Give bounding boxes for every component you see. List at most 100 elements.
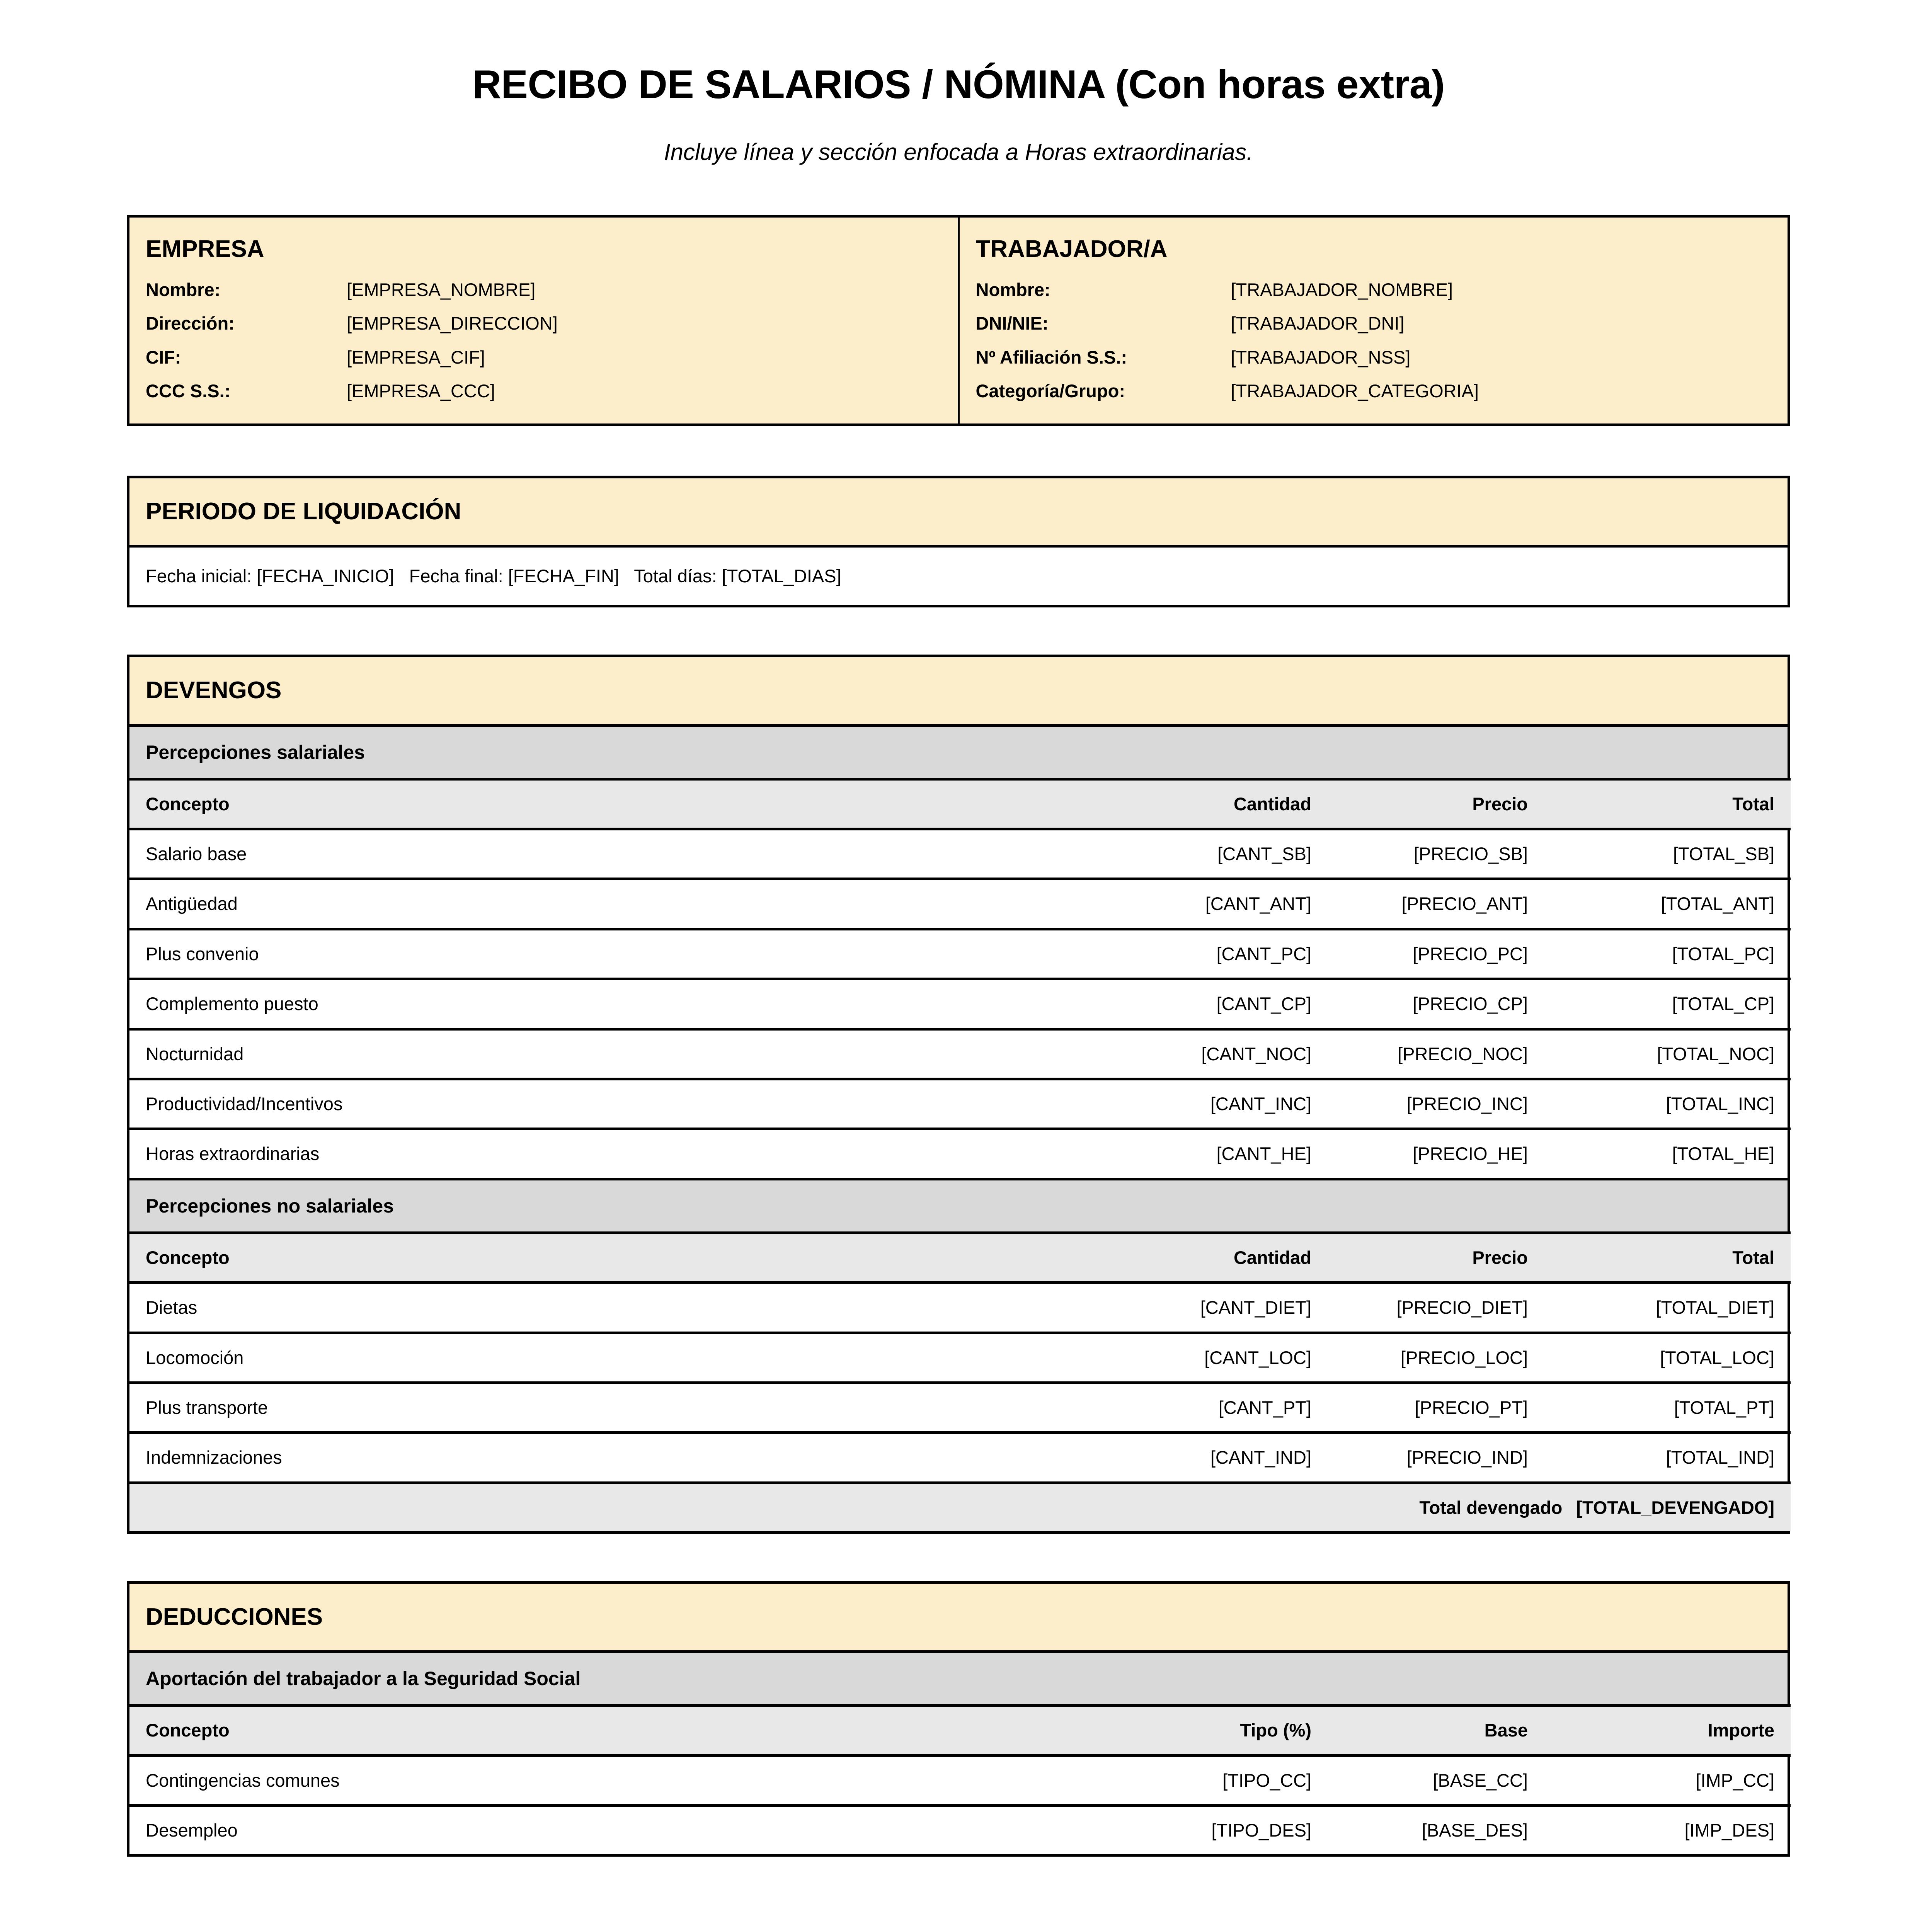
percepciones-salariales-table: Concepto Cantidad Precio Total Salario b… xyxy=(129,777,1791,1178)
row-importe: [IMP_CC] xyxy=(1544,1754,1791,1806)
row-concepto: Dietas xyxy=(129,1281,1119,1333)
trabajador-field-nombre: Nombre: [TRABAJADOR_NOMBRE] xyxy=(976,279,1772,301)
row-total: [TOTAL_HE] xyxy=(1544,1128,1791,1178)
row-base: [BASE_DES] xyxy=(1328,1804,1544,1854)
trabajador-field-categoria-label: Categoría/Grupo: xyxy=(976,381,1125,401)
table-header-row: Concepto Cantidad Precio Total xyxy=(129,777,1791,829)
row-concepto: Indemnizaciones xyxy=(129,1431,1119,1483)
trabajador-field-nombre-value: [TRABAJADOR_NOMBRE] xyxy=(1231,279,1453,300)
page-subtitle: Incluye línea y sección enfocada a Horas… xyxy=(664,139,1253,165)
row-cantidad: [CANT_ANT] xyxy=(1119,878,1328,929)
periodo-dates-line: Fecha inicial: [FECHA_INICIO] Fecha fina… xyxy=(146,566,841,587)
percepciones-no-salariales-subheading: Percepciones no salariales xyxy=(129,1177,1788,1231)
row-precio: [PRECIO_DIET] xyxy=(1328,1281,1544,1333)
column-header-cantidad: Cantidad xyxy=(1119,777,1328,829)
row-concepto: Horas extraordinarias xyxy=(129,1128,1119,1178)
empresa-field-direccion-value: [EMPRESA_DIRECCION] xyxy=(347,313,558,334)
deducciones-section: DEDUCCIONES Aportación del trabajador a … xyxy=(127,1581,1791,1857)
table-row: Dietas [CANT_DIET] [PRECIO_DIET] [TOTAL_… xyxy=(129,1281,1791,1333)
table-row: Antigüedad [CANT_ANT] [PRECIO_ANT] [TOTA… xyxy=(129,878,1791,929)
row-total: [TOTAL_PC] xyxy=(1544,927,1791,979)
trabajador-field-nss-value: [TRABAJADOR_NSS] xyxy=(1231,347,1411,367)
table-header-row: Concepto Tipo (%) Base Importe xyxy=(129,1704,1791,1756)
empresa-field-ccc-value: [EMPRESA_CCC] xyxy=(347,381,495,401)
trabajador-panel: TRABAJADOR/A Nombre: [TRABAJADOR_NOMBRE]… xyxy=(960,218,1788,423)
row-tipo: [TIPO_DES] xyxy=(1119,1804,1328,1854)
devengos-section: DEVENGOS Percepciones salariales Concept… xyxy=(127,655,1791,1534)
row-total: [TOTAL_DIET] xyxy=(1544,1281,1791,1333)
row-total: [TOTAL_ANT] xyxy=(1544,878,1791,929)
row-precio: [PRECIO_PT] xyxy=(1328,1381,1544,1433)
table-row: Desempleo [TIPO_DES] [BASE_DES] [IMP_DES… xyxy=(129,1804,1791,1854)
row-cantidad: [CANT_INC] xyxy=(1119,1077,1328,1129)
trabajador-field-dni-value: [TRABAJADOR_DNI] xyxy=(1231,313,1405,334)
periodo-heading: PERIODO DE LIQUIDACIÓN xyxy=(129,478,1788,545)
column-header-cantidad: Cantidad xyxy=(1119,1231,1328,1283)
row-precio: [PRECIO_IND] xyxy=(1328,1431,1544,1483)
row-total: [TOTAL_SB] xyxy=(1544,827,1791,879)
table-row: Indemnizaciones [CANT_IND] [PRECIO_IND] … xyxy=(129,1431,1791,1483)
total-devengado-row: Total devengado [TOTAL_DEVENGADO] xyxy=(129,1481,1791,1532)
column-header-base: Base xyxy=(1328,1704,1544,1756)
table-row: Productividad/Incentivos [CANT_INC] [PRE… xyxy=(129,1077,1791,1129)
identity-section: EMPRESA Nombre: [EMPRESA_NOMBRE] Direcci… xyxy=(127,214,1790,426)
column-header-concepto: Concepto xyxy=(129,1231,1119,1283)
row-concepto: Salario base xyxy=(129,827,1119,879)
page-title: RECIBO DE SALARIOS / NÓMINA (Con horas e… xyxy=(472,62,1445,107)
column-header-precio: Precio xyxy=(1328,1231,1544,1283)
row-precio: [PRECIO_PC] xyxy=(1328,927,1544,979)
total-devengado-label: Total devengado xyxy=(1419,1497,1563,1518)
table-header-row: Concepto Cantidad Precio Total xyxy=(129,1231,1791,1283)
column-header-total: Total xyxy=(1544,777,1791,829)
empresa-field-ccc-label: CCC S.S.: xyxy=(146,381,231,401)
trabajador-field-nss: Nº Afiliación S.S.: [TRABAJADOR_NSS] xyxy=(976,347,1772,368)
row-total: [TOTAL_NOC] xyxy=(1544,1027,1791,1079)
row-cantidad: [CANT_PT] xyxy=(1119,1381,1328,1433)
row-total: [TOTAL_INC] xyxy=(1544,1077,1791,1129)
table-row: Locomoción [CANT_LOC] [PRECIO_LOC] [TOTA… xyxy=(129,1331,1791,1383)
empresa-field-cif: CIF: [EMPRESA_CIF] xyxy=(146,347,941,368)
row-total: [TOTAL_IND] xyxy=(1544,1431,1791,1483)
row-cantidad: [CANT_NOC] xyxy=(1119,1027,1328,1079)
column-header-precio: Precio xyxy=(1328,777,1544,829)
empresa-field-nombre: Nombre: [EMPRESA_NOMBRE] xyxy=(146,279,941,301)
empresa-field-nombre-value: [EMPRESA_NOMBRE] xyxy=(347,279,536,300)
row-concepto: Plus transporte xyxy=(129,1381,1119,1433)
row-base: [BASE_CC] xyxy=(1328,1754,1544,1806)
table-row: Contingencias comunes [TIPO_CC] [BASE_CC… xyxy=(129,1754,1791,1806)
empresa-field-direccion: Dirección: [EMPRESA_DIRECCION] xyxy=(146,313,941,334)
periodo-body: Fecha inicial: [FECHA_INICIO] Fecha fina… xyxy=(129,545,1788,605)
row-concepto: Nocturnidad xyxy=(129,1027,1119,1079)
row-precio: [PRECIO_ANT] xyxy=(1328,878,1544,929)
empresa-field-direccion-label: Dirección: xyxy=(146,313,235,334)
row-concepto: Desempleo xyxy=(129,1804,1119,1854)
total-devengado-cell: Total devengado [TOTAL_DEVENGADO] xyxy=(129,1481,1791,1532)
row-total: [TOTAL_LOC] xyxy=(1544,1331,1791,1383)
row-precio: [PRECIO_INC] xyxy=(1328,1077,1544,1129)
trabajador-field-categoria-value: [TRABAJADOR_CATEGORIA] xyxy=(1231,381,1479,401)
column-header-tipo: Tipo (%) xyxy=(1119,1704,1328,1756)
row-concepto: Locomoción xyxy=(129,1331,1119,1383)
row-cantidad: [CANT_LOC] xyxy=(1119,1331,1328,1383)
trabajador-field-dni: DNI/NIE: [TRABAJADOR_DNI] xyxy=(976,313,1772,334)
row-concepto: Contingencias comunes xyxy=(129,1754,1119,1806)
row-total: [TOTAL_PT] xyxy=(1544,1381,1791,1433)
empresa-panel: EMPRESA Nombre: [EMPRESA_NOMBRE] Direcci… xyxy=(129,217,960,423)
column-header-total: Total xyxy=(1544,1231,1791,1283)
table-row: Horas extraordinarias [CANT_HE] [PRECIO_… xyxy=(129,1128,1791,1178)
empresa-heading: EMPRESA xyxy=(146,235,264,262)
row-cantidad: [CANT_SB] xyxy=(1119,827,1328,879)
row-precio: [PRECIO_CP] xyxy=(1328,978,1544,1029)
row-precio: [PRECIO_SB] xyxy=(1328,827,1544,879)
column-header-concepto: Concepto xyxy=(129,777,1119,829)
row-concepto: Plus convenio xyxy=(129,927,1119,979)
empresa-field-cif-label: CIF: xyxy=(146,347,181,367)
trabajador-field-dni-label: DNI/NIE: xyxy=(976,313,1049,334)
deducciones-heading: DEDUCCIONES xyxy=(129,1584,1788,1651)
total-devengado-value: [TOTAL_DEVENGADO] xyxy=(1576,1497,1774,1518)
table-row: Plus transporte [CANT_PT] [PRECIO_PT] [T… xyxy=(129,1381,1791,1433)
table-row: Plus convenio [CANT_PC] [PRECIO_PC] [TOT… xyxy=(129,927,1791,979)
row-cantidad: [CANT_DIET] xyxy=(1119,1281,1328,1333)
trabajador-field-nombre-label: Nombre: xyxy=(976,279,1050,300)
